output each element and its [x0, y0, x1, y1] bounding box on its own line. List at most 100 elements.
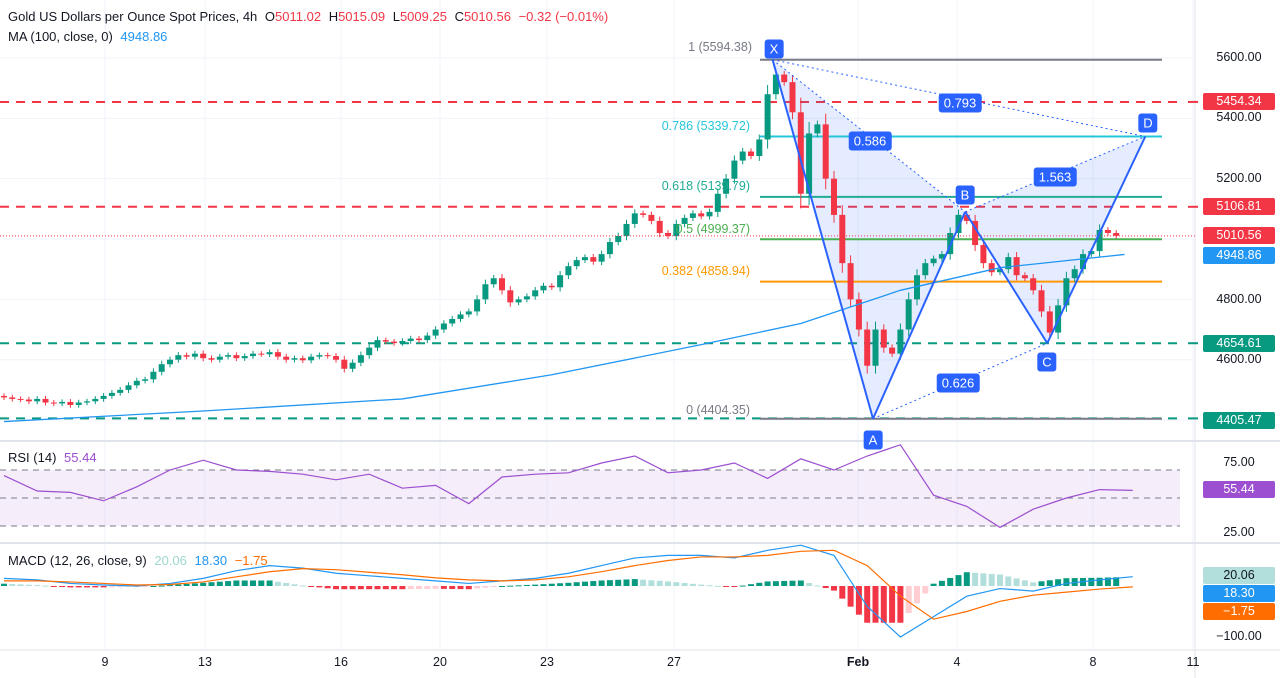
candle-body: [1080, 254, 1086, 270]
macd-histogram-bar: [366, 586, 373, 590]
candle-body: [914, 275, 920, 300]
macd-histogram-bar: [756, 582, 763, 586]
macd-histogram-bar: [158, 585, 165, 587]
fib-label-1: 1 (5594.38): [688, 40, 752, 54]
macd-histogram-bar: [565, 582, 572, 586]
macd-histogram-bar: [972, 572, 979, 586]
macd-histogram-bar: [764, 581, 771, 586]
candle-body: [50, 402, 57, 404]
macd-histogram-bar: [1063, 578, 1070, 586]
candle-body: [191, 353, 198, 357]
pattern-leg: [872, 211, 967, 420]
ratio-xd: 0.793: [938, 93, 982, 113]
pattern-point-x: X: [764, 39, 784, 59]
candle-body: [183, 355, 190, 357]
macd-histogram-bar: [92, 586, 99, 588]
candle-body: [590, 257, 597, 262]
candle-body: [357, 355, 364, 363]
macd-histogram-bar: [938, 580, 945, 586]
candle-body: [806, 133, 813, 194]
macd-histogram-bar: [357, 586, 364, 590]
level-label-5454: 5454.34: [1203, 93, 1275, 110]
candle-body: [100, 395, 107, 399]
macd-histogram-bar: [117, 586, 124, 588]
candle-body: [648, 214, 655, 221]
candle-body: [42, 398, 49, 403]
x-tick: 8: [1089, 655, 1097, 669]
candle-body: [1, 395, 7, 398]
macd-histogram-bar: [1030, 582, 1037, 586]
macd-histogram-bar: [1104, 577, 1111, 586]
ma100-line: [3, 253, 1125, 423]
candle-body: [980, 245, 987, 264]
macd-histogram-bar: [324, 586, 331, 589]
candle-body: [889, 347, 896, 354]
macd-histogram-bar: [432, 586, 439, 589]
candle-body: [465, 311, 472, 315]
macd-histogram-bar: [822, 586, 829, 589]
macd-histogram-bar: [34, 585, 41, 587]
macd-histogram-bar: [391, 586, 398, 590]
macd-histogram-bar: [515, 585, 522, 587]
candle-body: [142, 379, 149, 381]
macd-histogram-bar: [615, 579, 622, 586]
macd-signal-line: [4, 549, 1133, 620]
candle-body: [963, 214, 970, 221]
open-value: 5011.02: [275, 9, 322, 24]
macd-histogram-bar: [689, 583, 696, 586]
macd-histogram-bar: [781, 580, 788, 586]
macd-histogram-bar: [573, 582, 580, 586]
x-tick: 27: [667, 655, 681, 669]
rsi-tick: 25.00: [1223, 525, 1255, 539]
macd-histogram-bar: [1088, 577, 1095, 586]
candle-body: [1021, 275, 1028, 279]
change-value: −0.32 (−0.01%): [518, 9, 609, 24]
candle-body: [789, 82, 796, 113]
macd-histogram-bar: [142, 586, 149, 587]
candle-body: [1104, 229, 1111, 233]
macd-histogram-bar: [789, 580, 796, 586]
macd-histogram-bar: [714, 585, 721, 587]
candle-body: [532, 290, 539, 297]
candle-body: [955, 214, 962, 233]
candle-body: [407, 338, 414, 341]
last-price-label: 5010.56: [1203, 227, 1275, 244]
candle-body: [482, 284, 489, 300]
candle-body: [972, 220, 979, 246]
fib-label-0: 0 (4404.35): [686, 403, 750, 417]
macd-histogram-bar: [864, 586, 871, 623]
candle-body: [548, 285, 555, 288]
candle-body: [382, 340, 389, 342]
macd-histogram-bar: [665, 581, 671, 586]
candle-body: [349, 362, 356, 369]
candle-body: [117, 389, 124, 393]
candle-body: [158, 364, 165, 372]
macd-histogram-bar: [540, 584, 547, 586]
level-label-4654: 4654.61: [1203, 335, 1275, 352]
candle-body: [233, 355, 240, 359]
macd-histogram-bar: [42, 585, 49, 587]
candle-body: [557, 275, 564, 288]
ratio-ac: 0.626: [936, 373, 980, 393]
candle-body: [822, 124, 829, 179]
macd-signal-value: −1.75: [234, 553, 268, 568]
pattern-point-d: D: [1138, 113, 1158, 133]
macd-line-label: 18.30: [1203, 585, 1275, 602]
candle-body: [457, 314, 464, 319]
pattern-leg: [964, 211, 1049, 344]
macd-histogram-bar: [416, 586, 422, 589]
candle-body: [1005, 257, 1012, 270]
macd-histogram-bar: [233, 580, 240, 586]
macd-histogram-bar: [698, 584, 705, 586]
candle-body: [490, 278, 497, 285]
candle-body: [108, 392, 115, 396]
macd-histogram-bar: [548, 583, 555, 586]
candle-body: [988, 263, 995, 273]
candle-body: [175, 355, 182, 360]
candle-body: [839, 214, 846, 264]
candle-body: [706, 211, 713, 217]
rsi-value: 55.44: [64, 450, 97, 465]
macd-histogram-bar: [308, 586, 315, 587]
macd-histogram-bar: [831, 586, 837, 591]
